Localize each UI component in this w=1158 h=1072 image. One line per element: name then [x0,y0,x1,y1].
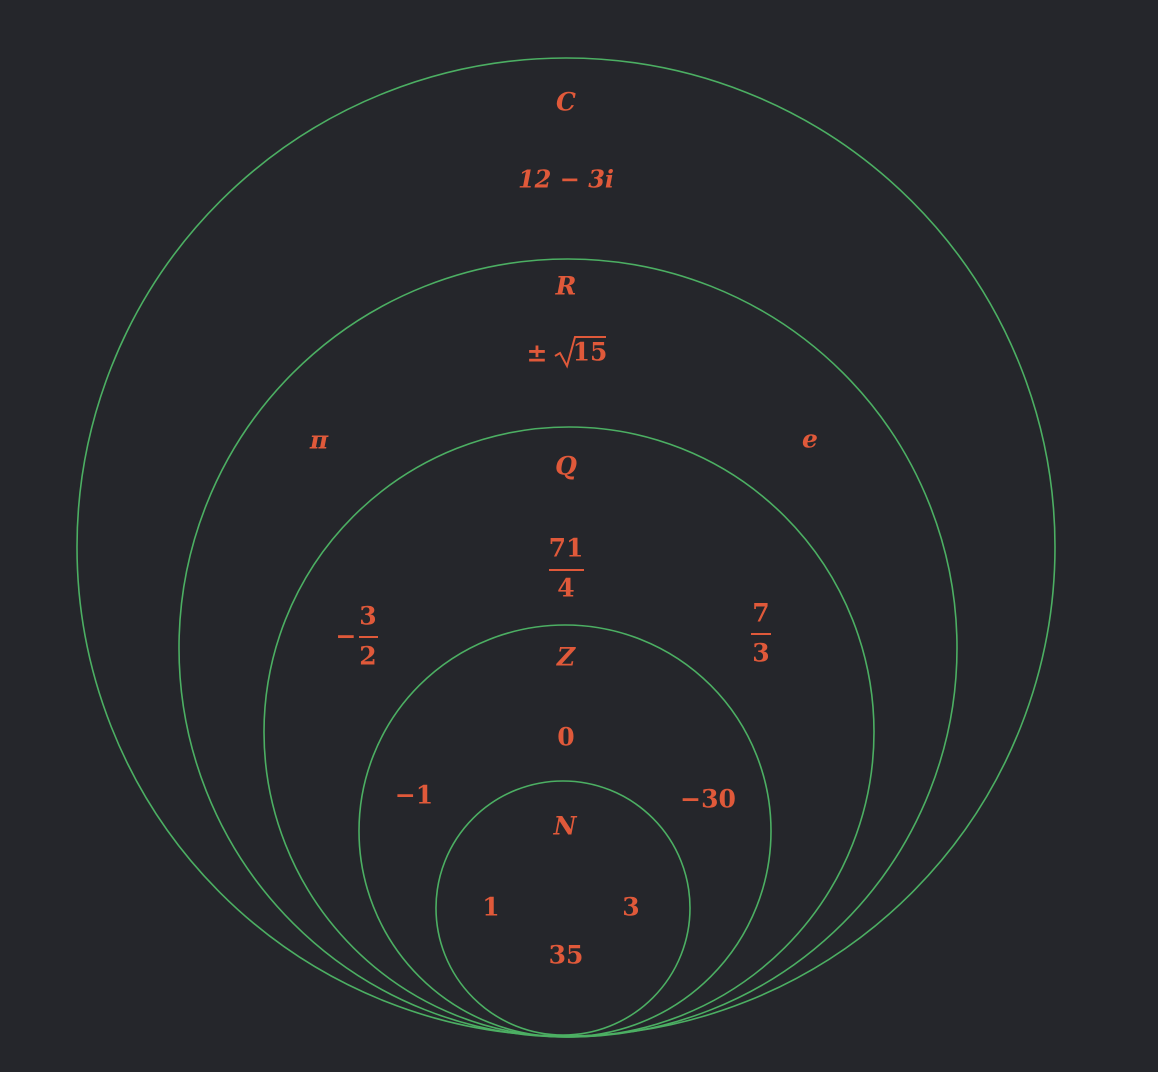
sqrt-radicand: 15 [573,338,608,367]
frac-71-4-numerator: 71 [549,534,584,563]
sqrt-radical-sign [554,336,606,369]
rational-set-symbol: Q [555,452,577,481]
frac-neg-3-2-numerator: 3 [359,602,376,631]
one-example: 1 [482,893,499,922]
natural-set-circle [435,780,691,1036]
zero-example: 0 [557,723,574,752]
three-example: 3 [622,893,639,922]
complex-set-circle [76,57,1056,1037]
neg-thirty-example: −30 [680,785,736,814]
integers-set-circle [358,624,772,1038]
pi-example: π [309,426,329,455]
e-example: e [802,425,818,454]
thirty-five-example: 35 [549,941,584,970]
frac-neg-3-2-sign: − [336,622,357,651]
plus-minus-sign: ± [527,339,548,368]
natural-set-symbol: N [553,812,578,841]
complex-example: 12 − 3i [518,165,614,194]
real-set-symbol: R [555,272,577,301]
frac-neg-3-2-denominator: 2 [359,642,376,671]
integers-set-symbol: Z [556,643,576,672]
frac-71-4-denominator: 4 [557,574,574,603]
frac-7-3-denominator: 3 [752,639,769,668]
frac-7-3-numerator: 7 [752,599,769,628]
neg-one-example: −1 [395,781,433,810]
complex-set-symbol: C [556,88,576,117]
